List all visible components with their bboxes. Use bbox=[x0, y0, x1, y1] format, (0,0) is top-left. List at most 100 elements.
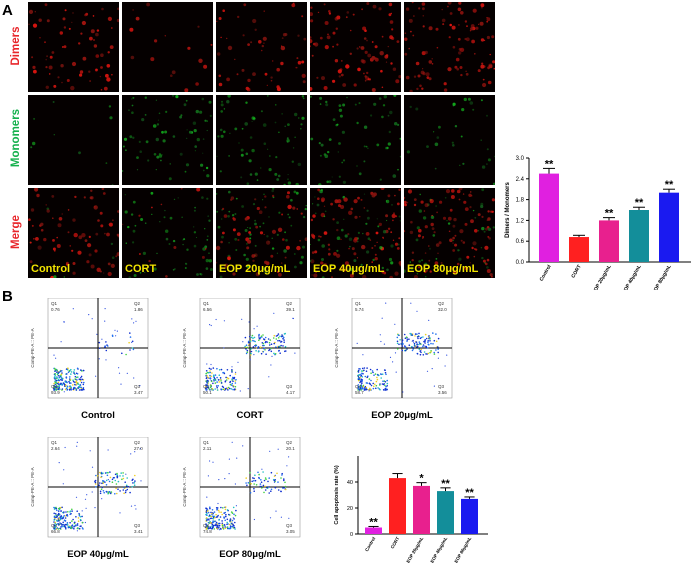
flow-dot bbox=[125, 489, 127, 492]
flow-dot bbox=[268, 341, 271, 344]
flow-dot bbox=[244, 336, 247, 339]
x-tick-label: EOP 40μg/mL bbox=[429, 536, 448, 564]
flow-dot bbox=[275, 346, 277, 348]
quadrant-value: 3.56 bbox=[438, 390, 447, 395]
flow-dot bbox=[58, 507, 61, 510]
flow-dot bbox=[286, 465, 288, 467]
flow-dot bbox=[120, 383, 122, 385]
flow-dot bbox=[53, 388, 55, 390]
flow-dot bbox=[427, 340, 429, 342]
flow-dot bbox=[70, 373, 72, 375]
flow-dot bbox=[284, 488, 287, 491]
condition-label: CORT bbox=[125, 263, 157, 275]
flow-dot bbox=[444, 365, 446, 367]
significance-mark: ** bbox=[465, 487, 474, 499]
flow-dot bbox=[129, 349, 131, 351]
flow-dot bbox=[383, 383, 385, 385]
flow-dot bbox=[224, 478, 226, 480]
flow-dot bbox=[268, 477, 270, 479]
flow-dot bbox=[111, 481, 114, 483]
flow-dot bbox=[382, 380, 384, 382]
flow-dot bbox=[284, 350, 286, 353]
flow-dot bbox=[277, 333, 280, 335]
flow-dot bbox=[229, 520, 231, 522]
condition-label: EOP 20μg/mL bbox=[219, 263, 291, 275]
flow-dot bbox=[60, 341, 62, 343]
flow-dot bbox=[381, 383, 384, 385]
flow-dot bbox=[360, 389, 363, 391]
flow-dot bbox=[98, 484, 100, 487]
flow-dot bbox=[107, 345, 109, 347]
flow-dot bbox=[57, 388, 60, 390]
flow-dot bbox=[209, 378, 212, 380]
flow-dot bbox=[262, 338, 265, 340]
flow-dot bbox=[213, 380, 215, 382]
flow-dot bbox=[404, 349, 407, 352]
flow-dot bbox=[402, 343, 404, 345]
x-tick-label: EOP 40μg/mL bbox=[621, 264, 642, 290]
flow-dot bbox=[76, 510, 78, 512]
flow-condition-label: EOP 40μg/mL bbox=[67, 549, 129, 560]
flow-dot bbox=[53, 508, 56, 510]
flow-dot bbox=[270, 471, 273, 474]
flow-dot bbox=[245, 344, 248, 346]
quadrant-name: Q1 bbox=[51, 440, 58, 445]
flow-dot bbox=[373, 374, 375, 376]
flow-dot bbox=[209, 324, 211, 326]
flow-dot bbox=[419, 342, 421, 345]
flow-dot bbox=[58, 385, 61, 387]
flow-dot bbox=[255, 350, 257, 352]
flow-dot bbox=[74, 373, 76, 376]
flow-dot bbox=[229, 525, 232, 527]
flow-dot bbox=[61, 384, 63, 386]
flow-dot bbox=[265, 486, 268, 489]
flow-dot bbox=[214, 379, 217, 382]
flow-dot bbox=[253, 477, 255, 480]
quadrant-name: Q3 bbox=[286, 523, 293, 528]
x-tick-label: EOP 80μg/mL bbox=[651, 264, 672, 290]
flow-dot bbox=[278, 339, 281, 342]
flow-dot bbox=[386, 382, 389, 385]
flow-dot bbox=[374, 383, 376, 386]
quadrant-name: Q4 bbox=[51, 384, 58, 389]
quadrant-value: 32.0 bbox=[438, 307, 447, 312]
flow-dot bbox=[405, 336, 408, 338]
flow-dot bbox=[384, 384, 386, 387]
flow-dot bbox=[102, 480, 104, 482]
apoptosis-rate-bar-chart: 0 20 40 Cell apoptosis rate (%) ** Control COR… bbox=[334, 456, 488, 564]
flow-dot bbox=[116, 330, 118, 332]
flow-dot bbox=[121, 352, 123, 355]
flow-dot bbox=[360, 373, 362, 376]
quadrant-value: 3.41 bbox=[134, 529, 143, 534]
flow-dot bbox=[208, 388, 211, 390]
flow-dot bbox=[105, 359, 107, 361]
flow-dot bbox=[218, 479, 220, 481]
quadrant-value: 58.7 bbox=[355, 390, 364, 395]
flow-dot bbox=[72, 380, 75, 383]
flow-dot bbox=[71, 524, 74, 526]
flow-dot bbox=[424, 345, 426, 347]
flow-dot bbox=[380, 340, 382, 343]
flow-dot bbox=[415, 341, 417, 343]
flow-dot bbox=[357, 379, 360, 382]
flow-dot bbox=[79, 383, 81, 386]
micrograph-dimers-3 bbox=[216, 2, 307, 92]
flow-dot bbox=[260, 481, 263, 483]
flow-dot bbox=[61, 517, 63, 520]
flow-dot bbox=[88, 314, 90, 316]
bar-2 bbox=[569, 237, 589, 262]
flow-dot bbox=[411, 340, 413, 342]
flow-dot bbox=[135, 320, 137, 322]
flow-dot bbox=[212, 367, 215, 369]
flow-dot bbox=[206, 379, 209, 382]
flow-dot bbox=[116, 476, 119, 479]
flow-dot bbox=[272, 337, 275, 339]
flow-dot bbox=[99, 471, 101, 474]
flow-dot bbox=[414, 333, 417, 335]
flow-dot bbox=[431, 368, 433, 370]
flow-dot bbox=[105, 349, 108, 352]
flow-dot bbox=[205, 377, 208, 380]
flow-dot bbox=[54, 374, 56, 376]
